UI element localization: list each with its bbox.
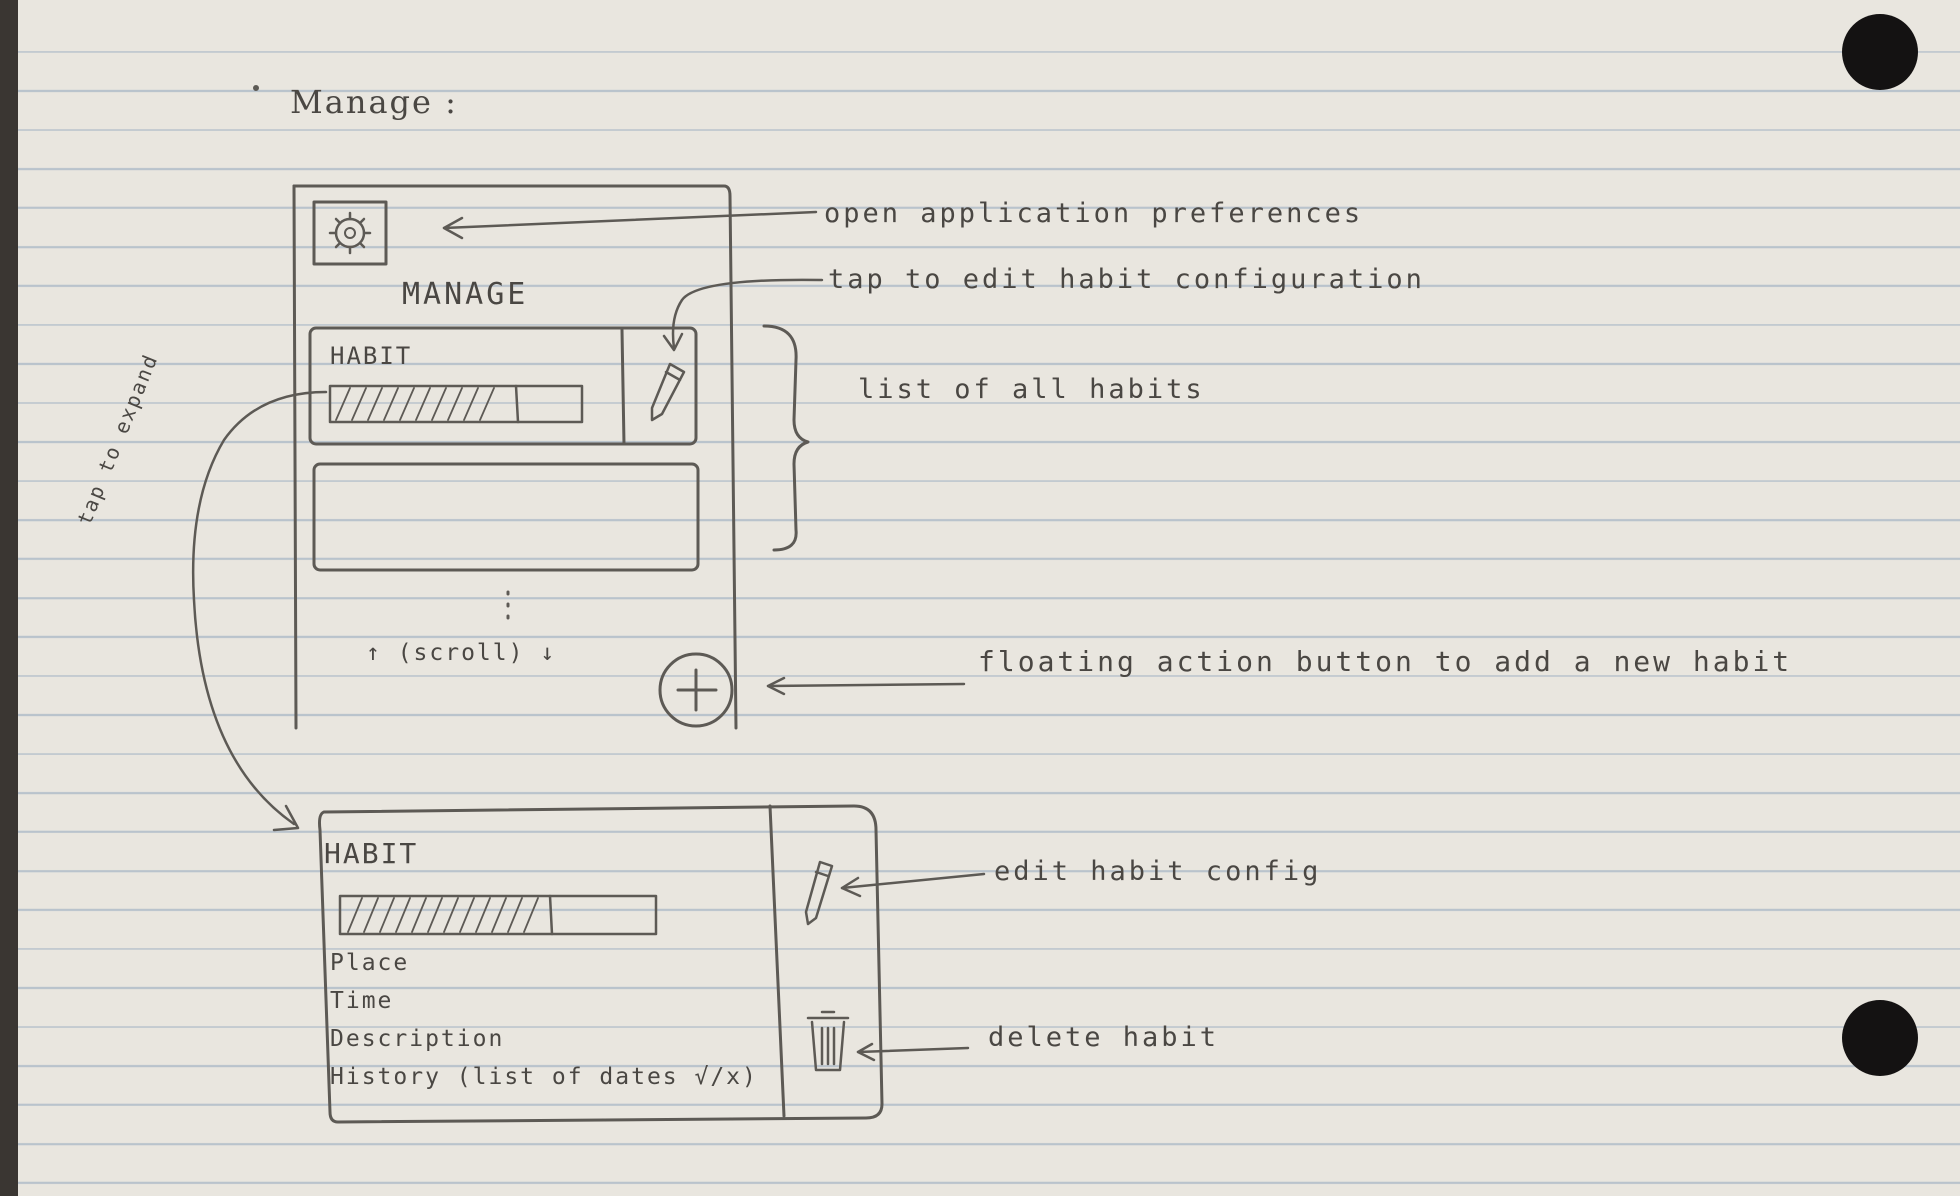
expanded-progress-split (548, 894, 554, 936)
phone-frame-left (292, 184, 298, 730)
arrowhead-fab (766, 676, 786, 696)
page-heading: Manage : (290, 83, 458, 121)
gear-button-frame (312, 200, 388, 266)
screen-title: MANAGE (402, 277, 529, 312)
notebook-page: Manage : MANAGE HABIT ↑ (scroll) ↓ HABIT… (18, 0, 1960, 1196)
arrow-expand (191, 390, 328, 826)
annotation-preferences: open application preferences (824, 198, 1364, 229)
arrowhead-delete (856, 1042, 876, 1062)
list-bracket (762, 324, 810, 552)
annotation-edit: tap to edit habit configuration (828, 264, 1425, 295)
trash-icon (806, 1010, 850, 1072)
progress-bar-frame (328, 384, 584, 424)
arrowhead-edit-config (840, 876, 862, 898)
sketch-lines (191, 85, 986, 1124)
binder-hole-bottom (1842, 1000, 1918, 1076)
expanded-progress-fill-hatch (347, 897, 539, 933)
arrowhead-preferences (442, 216, 464, 240)
field-place: Place (330, 950, 410, 976)
annotation-delete: delete habit (988, 1022, 1220, 1053)
field-description: Description (330, 1026, 505, 1052)
progress-bar-split (514, 384, 520, 424)
habit-card-title: HABIT (330, 342, 413, 370)
phone-frame-top-right (292, 184, 738, 730)
expanded-card-title: HABIT (324, 837, 419, 870)
arrow-edit (671, 278, 824, 350)
pencil-icon (804, 860, 834, 926)
arrowhead-edit (662, 332, 684, 352)
habit-card-frame (308, 326, 698, 446)
annotation-fab: floating action button to add a new habi… (978, 645, 1793, 678)
arrow-preferences (442, 210, 818, 230)
scroll-hint: ↑ (scroll) ↓ (366, 640, 557, 666)
progress-bar-fill-hatch (335, 387, 495, 421)
annotation-list: list of all habits (858, 374, 1205, 405)
bullet-dot (253, 85, 259, 91)
pencil-icon (650, 362, 686, 422)
arrowhead-expand (272, 804, 300, 832)
plus-icon (676, 668, 718, 712)
expanded-card-frame (318, 804, 884, 1124)
gear-icon (328, 211, 372, 255)
expanded-card-divider (768, 804, 786, 1118)
binder-hole-top (1842, 14, 1918, 90)
arrow-fab (766, 682, 966, 688)
habit-card-placeholder (312, 462, 700, 572)
field-time: Time (330, 988, 394, 1014)
field-history: History (list of dates √/x) (330, 1064, 758, 1090)
arrow-edit-config (840, 872, 986, 890)
expanded-progress-frame (338, 894, 658, 936)
add-habit-fab-frame (658, 652, 734, 728)
annotation-edit-config: edit habit config (994, 856, 1322, 887)
card-divider (620, 328, 626, 446)
arrow-delete (856, 1046, 970, 1054)
